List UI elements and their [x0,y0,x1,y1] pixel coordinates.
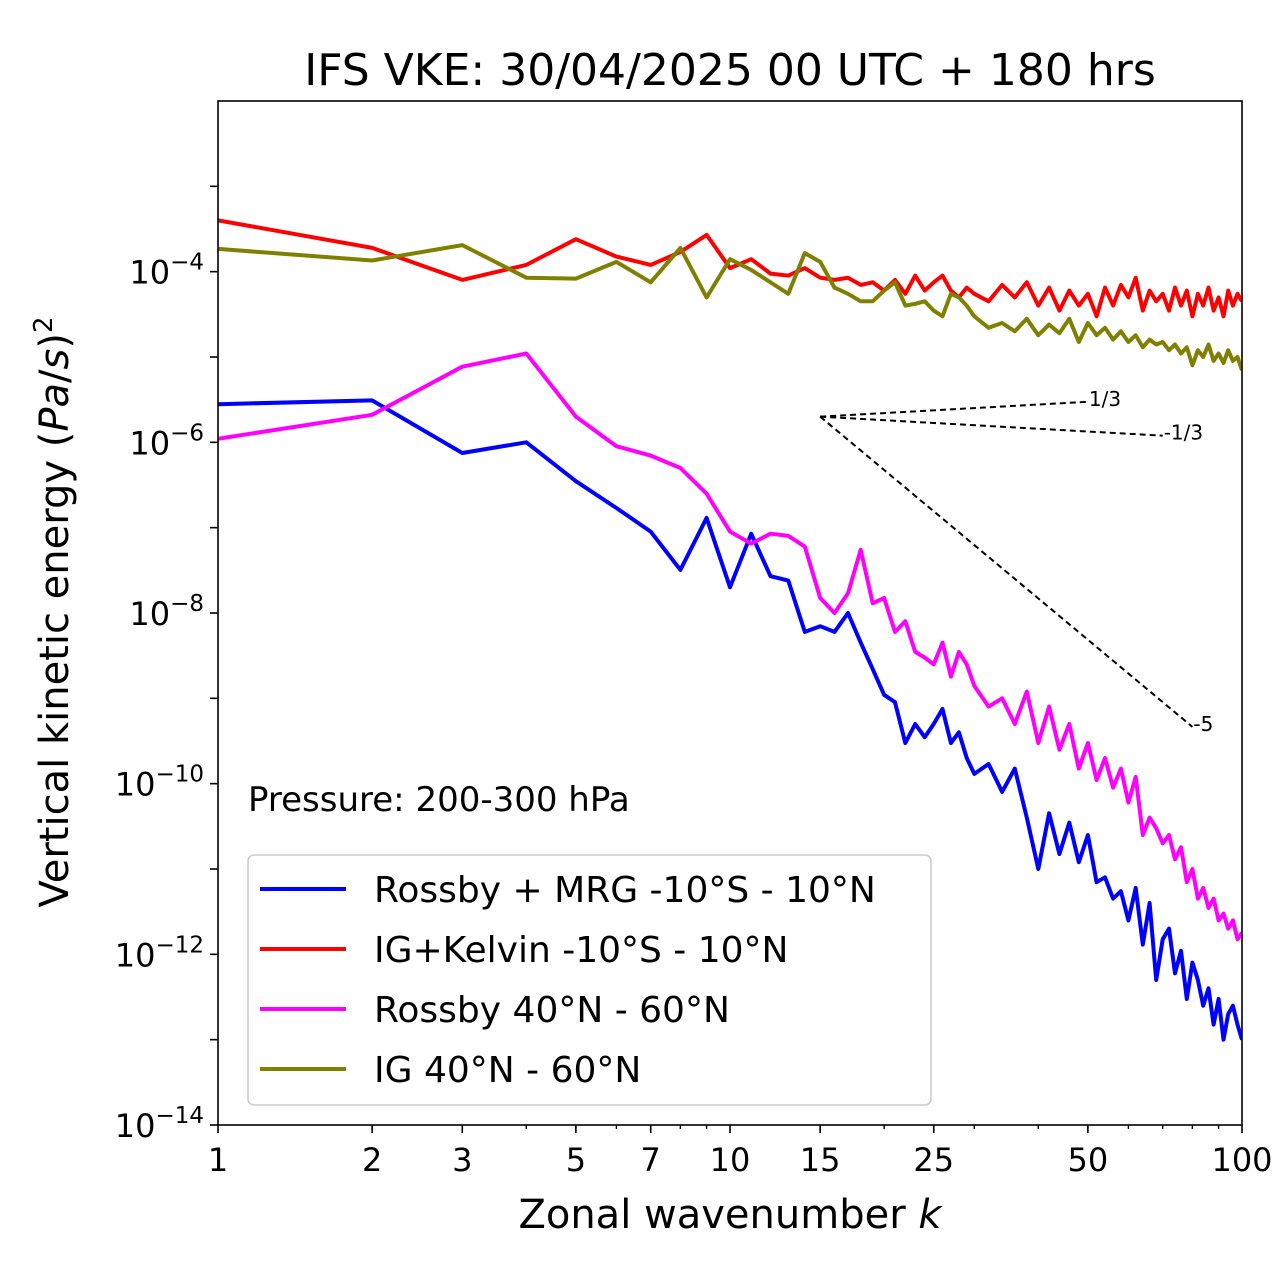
x-axis-label: Zonal wavenumber k [518,1192,943,1238]
legend-label-4: IG 40°N - 60°N [374,1050,641,1091]
y-tick-label: 10−8 [129,591,204,633]
svg-text:Zonal wavenumber k: Zonal wavenumber k [518,1192,943,1238]
x-tick-label: 2 [362,1141,382,1179]
x-tick-label: 15 [800,1141,841,1179]
x-tick-label: 100 [1211,1141,1272,1179]
reference-line-2 [820,415,1163,437]
reference-lines: 1/3 -1/3 -5 [819,387,1213,736]
legend: Rossby + MRG -10°S - 10°N IG+Kelvin -10°S… [247,854,932,1106]
series-line-4 [218,243,1242,371]
x-tick-label: 50 [1068,1141,1109,1179]
y-tick-label: 10−14 [115,1103,204,1145]
chart-title: IFS VKE: 30/04/2025 00 UTC + 180 hrs [304,45,1156,96]
legend-label-2: IG+Kelvin -10°S - 10°N [374,930,788,971]
x-tick-label: 1 [208,1141,228,1179]
x-tick-label: 7 [641,1141,661,1179]
series-line-3 [218,351,1242,942]
legend-box [247,854,932,1106]
legend-label-1: Rossby + MRG -10°S - 10°N [374,870,876,911]
reference-line-1 [820,400,1088,418]
reference-line-label-3: -5 [1193,712,1213,736]
x-tick-label: 25 [913,1141,954,1179]
plot-frame [217,100,1243,1126]
x-tick-label: 3 [452,1141,472,1179]
y-tick-label: 10−12 [115,932,204,974]
reference-line-3 [819,415,1194,728]
y-axis-label: Vertical kinetic energy (Pa/s)2 [29,316,78,907]
series-layer [218,218,1242,1042]
y-tick-label: 10−4 [129,250,204,292]
x-tick-label: 5 [566,1141,586,1179]
reference-line-label-2: -1/3 [1164,421,1203,445]
series-line-1 [218,398,1242,1042]
reference-line-label-1: 1/3 [1089,387,1121,411]
y-axis-ticks: 10−14 10−12 10−10 10−8 10−6 10−4 [115,185,218,1145]
svg-text:Vertical kinetic energy (Pa/s): Vertical kinetic energy (Pa/s)2 [29,316,78,907]
x-axis-ticks: 1 2 3 5 7 10 15 25 50 100 [208,1125,1273,1179]
y-tick-label: 10−10 [115,762,204,804]
x-tick-label: 10 [710,1141,751,1179]
y-tick-label: 10−6 [129,420,204,462]
pressure-annotation: Pressure: 200-300 hPa [248,780,630,820]
legend-label-3: Rossby 40°N - 60°N [374,990,730,1031]
series-line-2 [218,218,1242,319]
